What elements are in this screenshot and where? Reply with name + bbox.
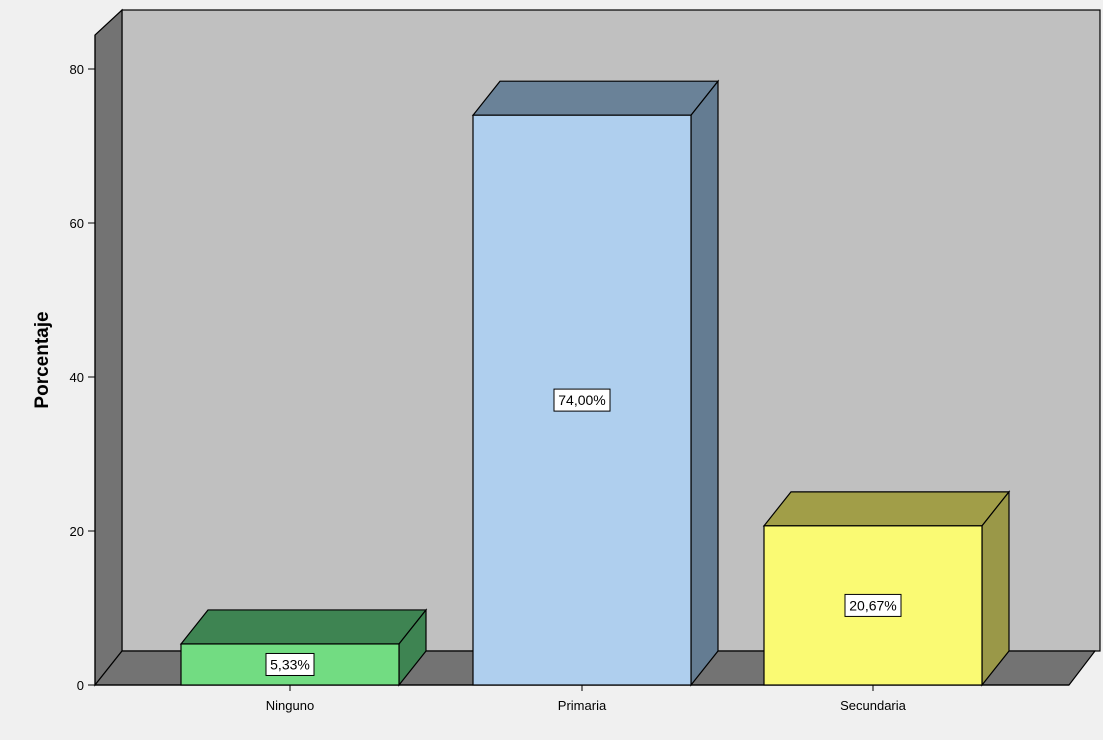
y-tick-label: 20 xyxy=(70,524,84,539)
bar-top-face xyxy=(471,80,720,116)
bar-secundaria: 20,67% xyxy=(762,490,1011,687)
bar-ninguno: 5,33% xyxy=(179,608,428,687)
x-tick-label: Secundaria xyxy=(840,698,907,713)
bar-side-face xyxy=(690,79,719,687)
data-label: 20,67% xyxy=(849,597,896,613)
y-tick-label: 40 xyxy=(70,370,84,385)
data-label: 74,00% xyxy=(558,392,605,408)
x-axis-categories: Ninguno Primaria Secundaria xyxy=(266,685,907,713)
y-tick-label: 60 xyxy=(70,216,84,231)
x-tick-label: Ninguno xyxy=(266,698,314,713)
y-tick-label: 80 xyxy=(70,62,84,77)
data-label-box xyxy=(265,652,315,676)
data-label: 5,33% xyxy=(270,656,310,672)
y-axis-title: Porcentaje xyxy=(32,311,53,408)
y-tick-label: 0 xyxy=(77,678,84,693)
data-label-box xyxy=(844,593,902,617)
bar-top-face xyxy=(762,491,1011,527)
side-wall xyxy=(94,8,123,687)
data-label-box xyxy=(553,388,611,412)
x-tick-label: Primaria xyxy=(558,698,607,713)
bars: 5,33% 74,00% 20,67% xyxy=(179,79,1011,687)
bar-side-face xyxy=(981,490,1010,687)
bar-primaria: 74,00% xyxy=(471,79,720,687)
bar-top-face xyxy=(179,609,428,645)
